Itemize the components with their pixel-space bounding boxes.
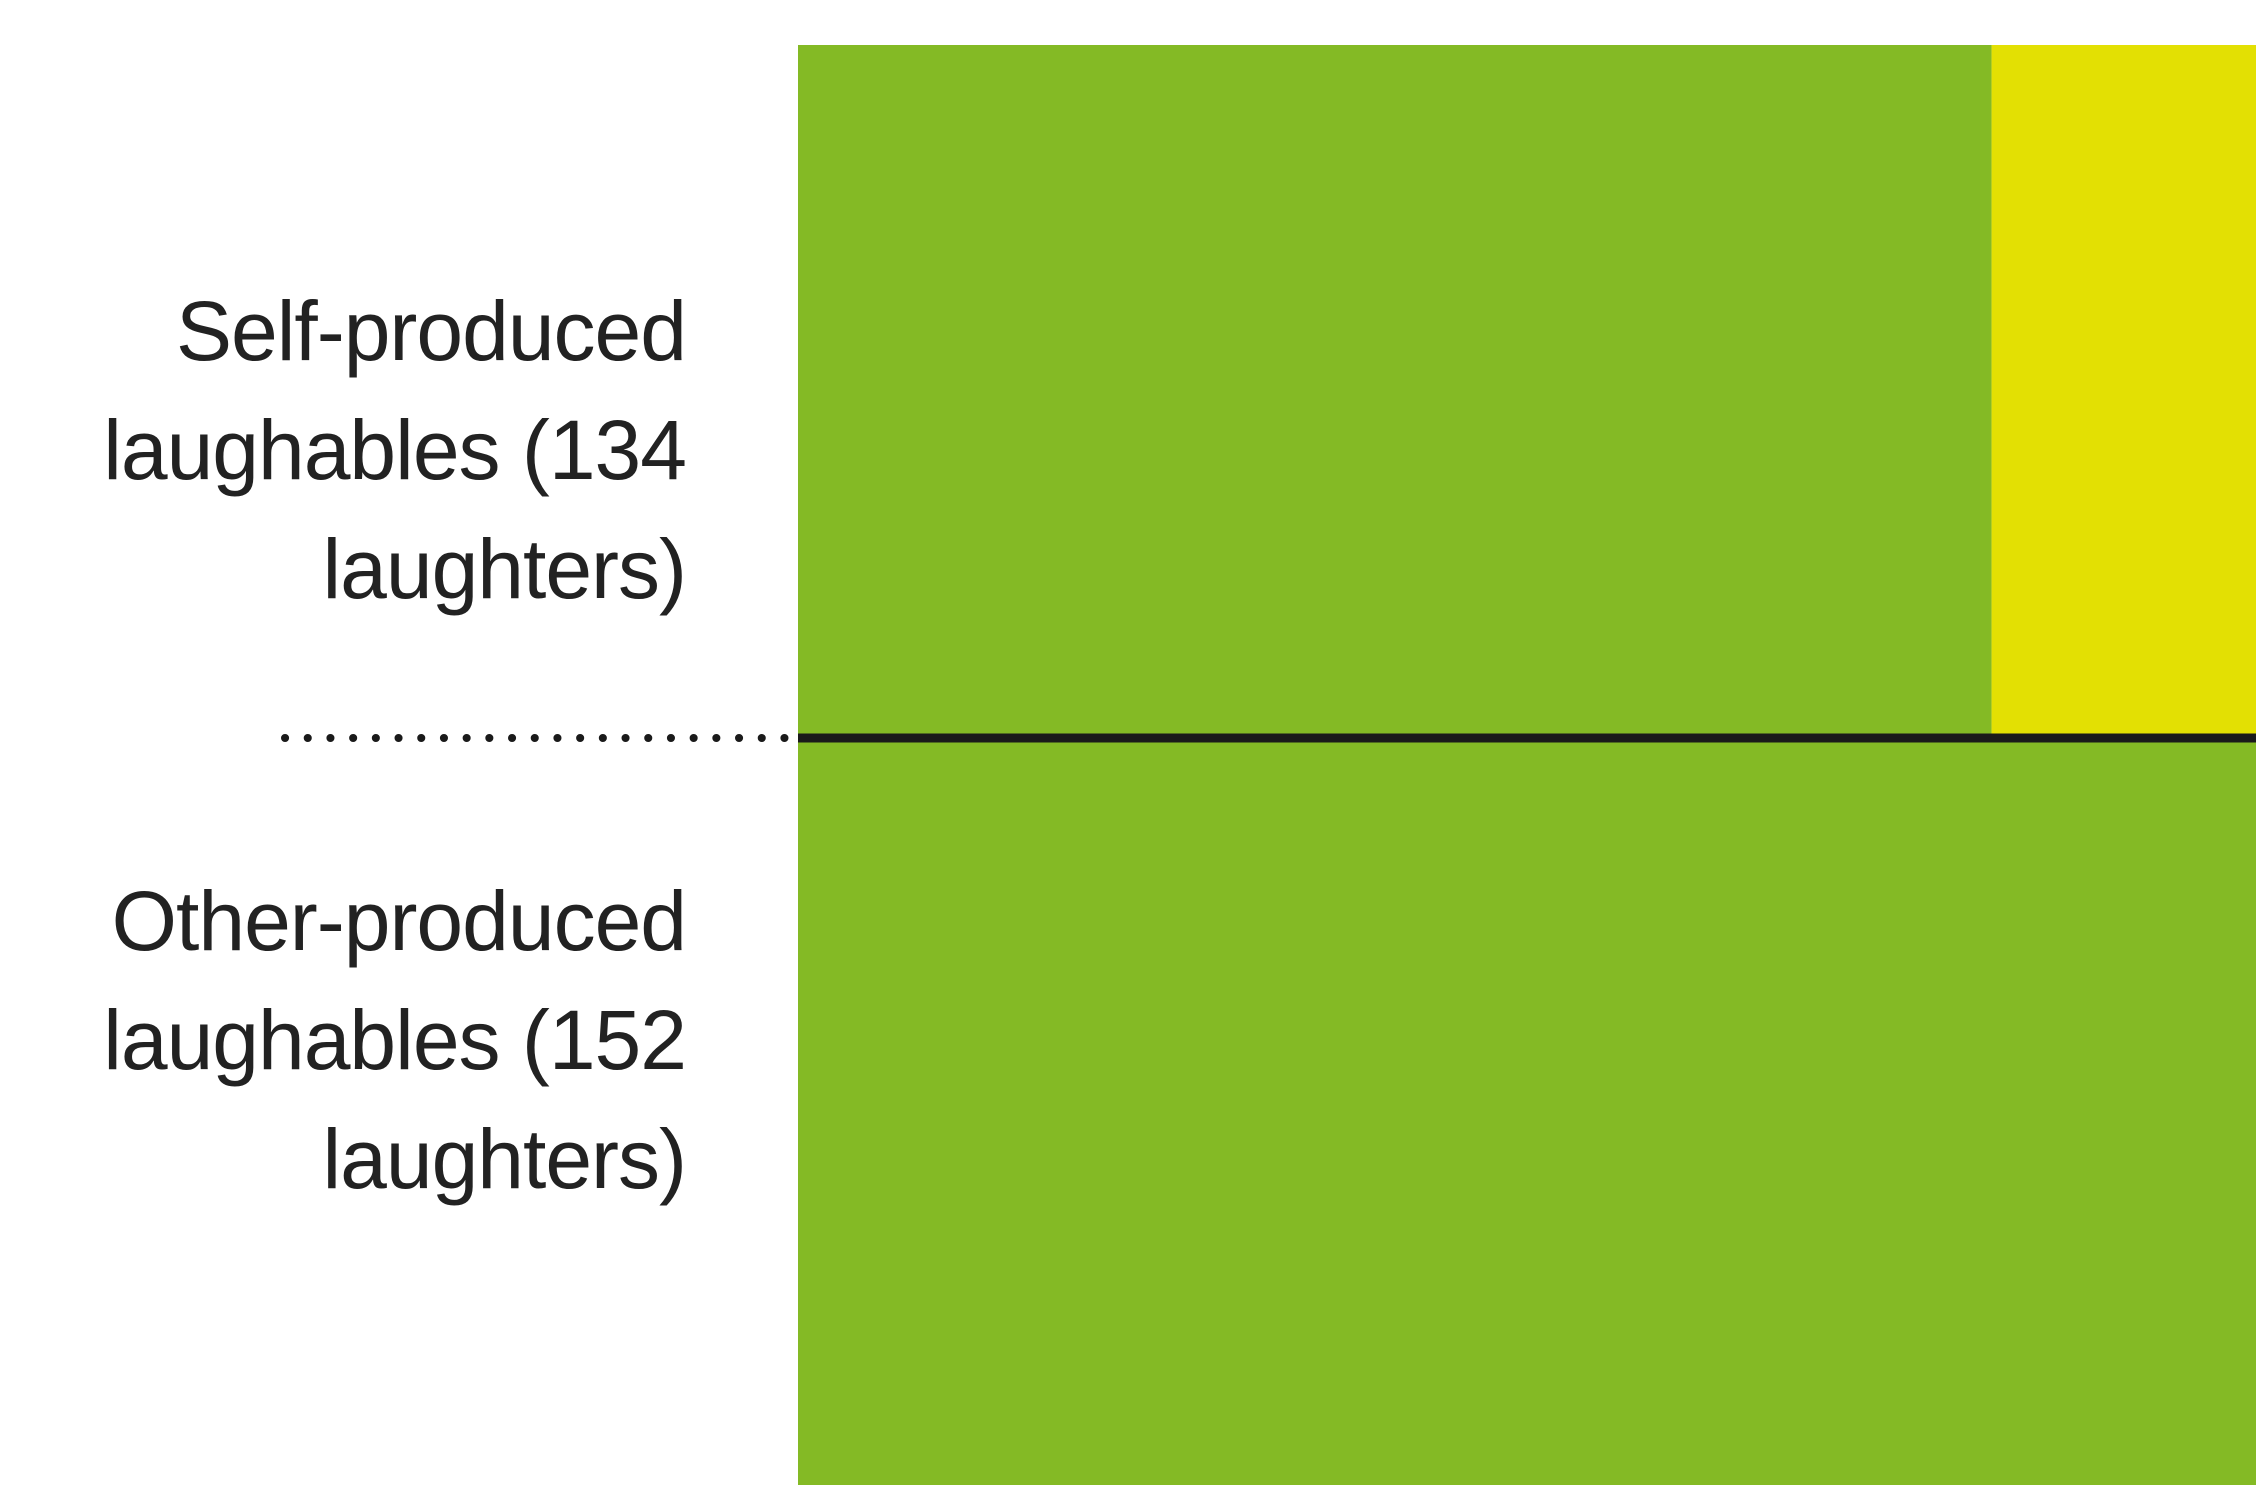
category-label-line: laughables (134 (103, 403, 687, 497)
category-label-line: Other-produced (111, 874, 687, 968)
category-label-self-produced: Self-produced laughables (134 laughters) (103, 272, 687, 629)
category-label-line: laughters) (322, 1112, 687, 1206)
category-label-line: Self-produced (176, 284, 687, 378)
category-label-line: laughables (152 (103, 993, 687, 1087)
bar-segment-row0-series0 (798, 45, 1992, 738)
category-label-other-produced: Other-produced laughables (152 laughters… (103, 862, 687, 1219)
bar-segment-row1-series0 (798, 738, 2256, 1485)
category-label-line: laughters) (322, 522, 687, 616)
bar-segment-row0-series1 (1991, 45, 2256, 738)
